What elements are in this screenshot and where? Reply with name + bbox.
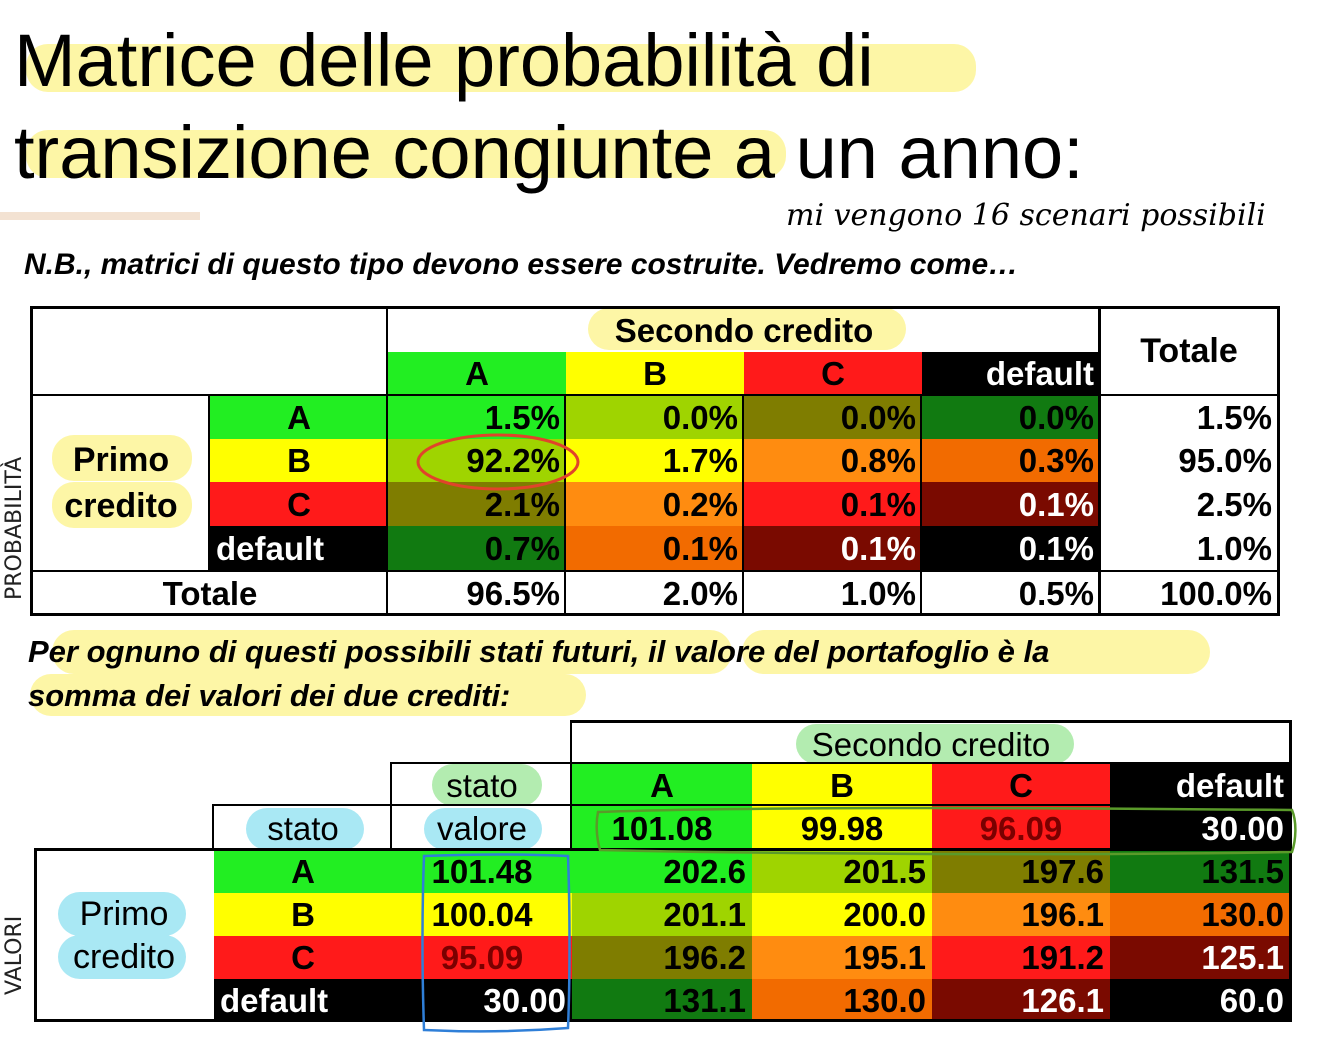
t2-cell: 191.2 [932, 936, 1110, 979]
t1-cell: 0.3% [922, 439, 1100, 482]
green-box-annotation [595, 806, 1297, 856]
t1-cell: 1.5% [388, 396, 566, 439]
t1-row-B: B [210, 439, 388, 482]
paragraph-line-1: Per ognuno di questi possibili stati fut… [28, 634, 1050, 669]
t1-secondo-header: Secondo credito [614, 311, 874, 349]
t2-valore-label: valore [437, 809, 527, 847]
t2-col-value: 101.08 [572, 806, 752, 850]
handwritten-note: mi vengono 16 scenari possibili [786, 198, 1266, 233]
t2-cell: 125.1 [1110, 936, 1290, 979]
t2-cell: 200.0 [752, 893, 932, 936]
t2-cell: 131.5 [1110, 850, 1290, 893]
t2-cell: 130.0 [1110, 893, 1290, 936]
t1-cell: 92.2% [388, 439, 566, 482]
t2-cell: 60.0 [1110, 979, 1290, 1021]
t1-totale-header: Totale [1140, 332, 1238, 370]
t2-col-value: 96.09 [932, 806, 1110, 850]
t1-cell: 0.2% [566, 482, 744, 526]
t1-total-label: Totale [162, 574, 258, 612]
t2-cell: 201.1 [572, 893, 752, 936]
t1-row-A: A [210, 396, 388, 439]
t1-row-default: default [210, 526, 388, 570]
t2-cell: 126.1 [932, 979, 1110, 1021]
t1-col-total: 96.5% [466, 574, 560, 612]
t2-col-value: 30.00 [1110, 806, 1290, 850]
t1-cell: 1.7% [566, 439, 744, 482]
t2-cell: 197.6 [932, 850, 1110, 893]
t1-col-A: A [388, 352, 566, 394]
t1-cell: 0.1% [744, 526, 922, 570]
t1-cell: 0.7% [388, 526, 566, 570]
t1-col-total: 1.0% [840, 574, 916, 612]
t2-cell: 202.6 [572, 850, 752, 893]
t2-col-B: B [752, 764, 932, 806]
t1-row-total: 95.0% [1178, 442, 1272, 479]
t2-col-A: A [572, 764, 752, 806]
t2-stato-label: stato [267, 809, 339, 847]
t1-cell: 0.0% [922, 396, 1100, 439]
t2-cell: 196.2 [572, 936, 752, 979]
t1-col-C: C [744, 352, 922, 394]
t1-row-C: C [210, 482, 388, 526]
t1-col-default: default [922, 352, 1100, 394]
t1-row-total: 1.0% [1196, 529, 1272, 567]
side-note-probability: PROBABILITÀ [2, 456, 27, 600]
t2-cell: 131.1 [572, 979, 752, 1021]
t1-cell: 0.1% [922, 526, 1100, 570]
decorative-bar [0, 212, 200, 220]
t2-col-C: C [932, 764, 1110, 806]
t2-cell: 195.1 [752, 936, 932, 979]
t2-stato-top: stato [446, 766, 518, 804]
title-line-1: Matrice delle probabilità di [14, 19, 874, 102]
t2-row-A: A [214, 850, 392, 893]
title-tail: a un anno: [713, 111, 1084, 194]
paragraph-line-2: somma dei valori dei due crediti: [28, 678, 511, 713]
title-line-2: transizione congiunte a un anno: [14, 116, 1084, 190]
t1-cell: 0.1% [744, 482, 922, 526]
t2-cell: 201.5 [752, 850, 932, 893]
t1-row-total: 2.5% [1196, 485, 1272, 523]
title-highlight: transizione congiunte [14, 111, 714, 194]
t1-col-total: 0.5% [1018, 574, 1094, 612]
t1-cell: 0.0% [566, 396, 744, 439]
t2-row-C: C [214, 936, 392, 979]
t2-col-value: 99.98 [752, 806, 932, 850]
t2-primo-label: Primo [79, 895, 169, 933]
t1-cell: 0.1% [922, 482, 1100, 526]
t2-cell: 196.1 [932, 893, 1110, 936]
nb-note: N.B., matrici di questo tipo devono esse… [24, 248, 1019, 281]
t2-col-default: default [1110, 764, 1290, 806]
t1-cell: 0.1% [566, 526, 744, 570]
t1-col-B: B [566, 352, 744, 394]
t2-row-default: default [214, 979, 392, 1021]
t1-row-total: 1.5% [1196, 399, 1272, 436]
red-circle-annotation [416, 433, 580, 491]
t1-cell: 0.8% [744, 439, 922, 482]
t2-secondo-header: Secondo credito [811, 725, 1051, 763]
t1-primo-label: Primo [72, 441, 170, 479]
t2-row-B: B [214, 893, 392, 936]
t1-grand-total: 100.0% [1160, 574, 1272, 612]
blue-box-annotation [421, 853, 571, 1033]
t2-credito-label: credito [72, 938, 176, 976]
t1-col-total: 2.0% [662, 574, 738, 612]
t1-cell: 0.0% [744, 396, 922, 439]
t2-cell: 130.0 [752, 979, 932, 1021]
t1-credito-label: credito [64, 487, 178, 525]
side-note-values: VALORI [2, 915, 27, 995]
